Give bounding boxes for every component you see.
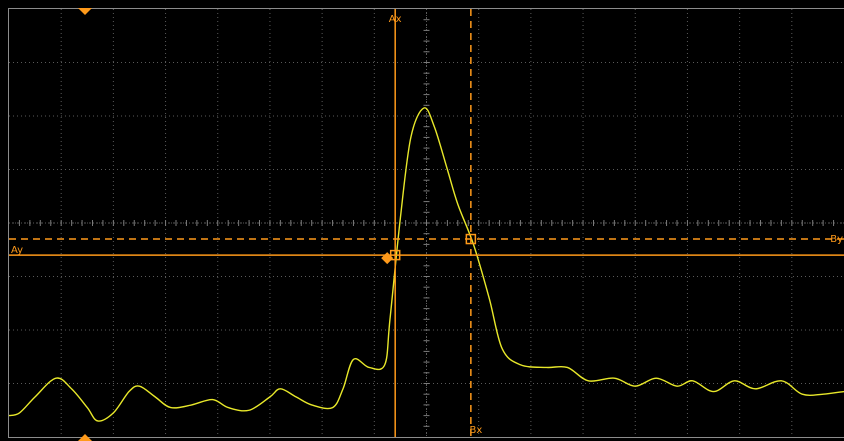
trigger-position-bottom-icon[interactable] bbox=[78, 434, 92, 441]
signal-trace bbox=[8, 107, 844, 422]
cursor-by-label: By bbox=[830, 234, 843, 245]
graticule-center-ticks bbox=[9, 9, 844, 437]
display-frame bbox=[8, 8, 844, 438]
trace-ground-diamond-icon[interactable] bbox=[381, 252, 394, 265]
cursor-a-intersection-marker bbox=[389, 249, 401, 261]
trigger-position-top-icon[interactable] bbox=[78, 8, 92, 15]
graticule-grid bbox=[9, 9, 844, 437]
cursor-bx-label: Bx bbox=[469, 425, 482, 436]
cursor-b-intersection-marker bbox=[465, 233, 477, 245]
cursor-ax-label: Ax bbox=[389, 14, 402, 25]
cursor-ay-label: Ay bbox=[11, 245, 23, 256]
